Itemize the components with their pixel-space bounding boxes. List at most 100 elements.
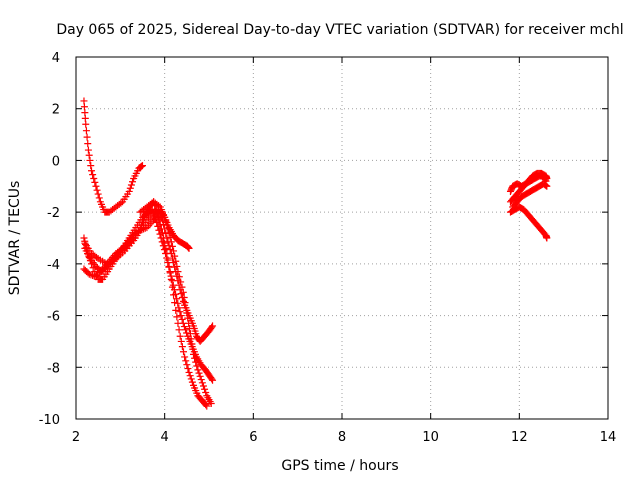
data-point (185, 319, 193, 327)
data-point (541, 181, 549, 189)
data-point (208, 375, 216, 383)
data-point (165, 242, 173, 250)
data-point (542, 182, 550, 190)
data-point (197, 376, 205, 384)
data-point (183, 329, 191, 337)
series-track-7 (506, 203, 551, 242)
data-point (182, 357, 190, 365)
data-point (82, 127, 90, 135)
data-point (187, 375, 195, 383)
data-point (188, 340, 196, 348)
data-point (87, 162, 95, 170)
data-point (80, 234, 88, 242)
data-point (137, 163, 145, 171)
data-point (84, 140, 92, 148)
data-point (117, 199, 125, 207)
y-tick-label: -8 (47, 361, 60, 376)
data-point (186, 372, 194, 380)
series-track-5 (81, 206, 215, 407)
data-point (176, 332, 184, 340)
data-point (162, 229, 170, 237)
data-point (172, 290, 180, 298)
data-point (172, 257, 180, 265)
data-point (168, 242, 176, 250)
data-point (179, 288, 187, 296)
data-point (184, 314, 192, 322)
data-point (90, 175, 98, 183)
data-point (202, 388, 210, 396)
data-point (154, 222, 162, 230)
data-point (127, 181, 135, 189)
data-point (167, 238, 175, 246)
data-point (543, 234, 551, 242)
data-point (180, 348, 188, 356)
x-tick-label: 10 (422, 430, 439, 445)
data-point (182, 304, 190, 312)
data-point (138, 162, 146, 170)
data-point (174, 299, 182, 307)
data-point (185, 368, 193, 376)
data-point (176, 308, 184, 316)
data-point (178, 343, 186, 351)
data-point (189, 350, 197, 358)
data-point (151, 207, 159, 215)
chart-title: Day 065 of 2025, Sidereal Day-to-day VTE… (56, 22, 623, 38)
data-point (180, 297, 188, 305)
data-point (163, 234, 171, 242)
data-point (177, 312, 185, 320)
data-point (196, 372, 204, 380)
data-point (178, 283, 186, 291)
data-point (95, 194, 103, 202)
data-point (182, 326, 190, 334)
data-point (156, 230, 164, 238)
data-point (543, 175, 551, 183)
data-point (184, 365, 192, 373)
data-point (188, 378, 196, 386)
data-point (93, 186, 101, 194)
data-point (187, 335, 195, 343)
data-point (139, 162, 146, 170)
series-track-9 (506, 169, 551, 206)
data-point (180, 323, 188, 331)
data-point (209, 376, 217, 384)
data-point (183, 361, 191, 369)
data-point (155, 202, 163, 210)
data-point (89, 271, 97, 279)
x-tick-label: 4 (161, 430, 169, 445)
data-point (177, 337, 185, 345)
data-point (126, 184, 134, 192)
data-point (209, 322, 217, 330)
data-point (82, 240, 90, 248)
data-point (173, 313, 181, 321)
y-tick-label: -6 (47, 310, 60, 325)
data-point (85, 270, 93, 278)
data-point (171, 299, 179, 307)
x-tick-label: 8 (338, 430, 346, 445)
data-point (181, 299, 189, 307)
data-point (543, 182, 551, 190)
data-point (177, 278, 185, 286)
data-point (94, 190, 102, 198)
data-point (91, 178, 99, 186)
data-point (175, 304, 183, 312)
y-axis-label: SDTVAR / TECUs (7, 181, 23, 296)
y-tick-label: -10 (39, 413, 60, 428)
data-point (174, 268, 182, 276)
data-point (208, 323, 216, 331)
data-point (183, 309, 191, 317)
data-point (87, 271, 95, 279)
data-point (193, 362, 201, 370)
data-point (173, 295, 181, 303)
data-point (129, 178, 137, 186)
data-point (180, 293, 188, 301)
grid-layer (76, 57, 608, 419)
y-tick-label: -2 (47, 206, 60, 221)
data-point (175, 326, 183, 334)
data-point (82, 120, 90, 128)
data-point (173, 262, 181, 270)
data-point (92, 182, 100, 190)
data-point (85, 151, 93, 159)
data-point (90, 272, 98, 280)
series-track-1 (80, 97, 146, 216)
axis-ticks: 2 4 6 8 10 12 14 -10 -8 -6 -4 -2 0 2 4 (39, 51, 617, 445)
